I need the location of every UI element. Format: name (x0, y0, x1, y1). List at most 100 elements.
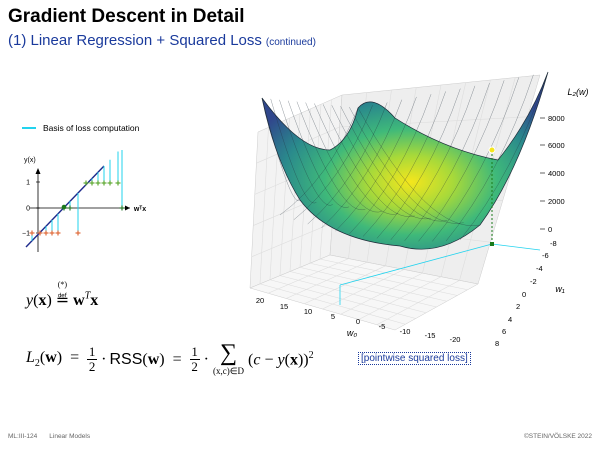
mini-plot-group: y(x) wᵀx 1 0 −1 (22, 150, 146, 252)
wall-grid (289, 113, 301, 272)
footer-chapter: Linear Models (49, 433, 91, 440)
subtitle-text: (1) Linear Regression + Squared Loss (8, 32, 262, 49)
wall-grid (348, 92, 368, 259)
floor-point (490, 242, 494, 246)
w1-tick-label: 6 (502, 327, 506, 336)
w0-tick-label: -5 (379, 322, 386, 331)
model-star: (*) (57, 280, 68, 289)
footer-copyright: ©STEIN/VÖLSKE 2022 (523, 433, 592, 440)
w1-axis-label: w₁ (555, 284, 564, 294)
w1-tick-label: -8 (550, 239, 557, 248)
surface-mesh (305, 102, 382, 213)
w0-axis-label: w₀ (347, 328, 357, 338)
wall-grid (299, 108, 311, 268)
z-tick-label: 4000 (548, 169, 565, 178)
wall-grid (459, 77, 516, 281)
legend-swatch (22, 127, 36, 129)
floor-grid (269, 279, 416, 319)
sum-body: (c − y(x))2 (248, 349, 314, 369)
surface-mesh (376, 88, 461, 239)
slide-subtitle: (1) Linear Regression + Squared Loss (con… (8, 32, 316, 49)
surface-mesh (446, 74, 534, 242)
surface-mesh (418, 80, 505, 242)
surface-mesh (331, 105, 431, 220)
wall-grid (256, 126, 340, 164)
w0-tick-label: -20 (450, 335, 461, 344)
surface-mesh (390, 85, 476, 240)
sum-operator: ∑ (x,c)∈D (212, 340, 245, 376)
pointwise-loss-note: [pointwise squared loss] (358, 352, 471, 365)
wall-grid (366, 89, 392, 263)
floor (249, 254, 479, 331)
wall-grid (339, 116, 528, 128)
mini-ytick-label: −1 (22, 231, 30, 238)
surface-mesh (261, 97, 301, 201)
surface-mesh (459, 71, 549, 241)
surface-mesh (321, 99, 403, 228)
mini-origin-point (61, 204, 67, 210)
slide-title: Gradient Descent in Detail (8, 6, 245, 27)
mini-x-arrow (125, 205, 130, 211)
surface-mesh (307, 102, 388, 225)
wall-grid (334, 190, 503, 201)
surface-mesh (288, 100, 350, 208)
floor-grid (299, 267, 447, 302)
surface-mesh (296, 101, 366, 211)
w1-tick-label: -4 (536, 264, 543, 273)
wall-grid (319, 99, 332, 260)
mini-ytick-label: 0 (26, 206, 30, 213)
w0-tick-label: 5 (331, 312, 335, 321)
model-equation: y(x) ≝ (*) wTx (26, 280, 99, 309)
wall-grid (403, 84, 442, 270)
surface-mesh (349, 94, 432, 235)
floor-grid (289, 271, 437, 308)
mini-ylabel: y(x) (24, 157, 36, 164)
legend: Basis of loss computation (22, 123, 139, 133)
wall-grid (309, 104, 322, 264)
w1-tick-label: 0 (522, 290, 526, 299)
w0-tick-label: -15 (425, 331, 436, 340)
floor-grid (286, 261, 368, 299)
w0-tick-label: 0 (356, 317, 360, 326)
mini-regression-line (25, 165, 105, 248)
wall-right (329, 74, 541, 285)
surface-mesh (322, 104, 415, 217)
mini-xlabel: wᵀx (133, 206, 146, 213)
mini-y-arrow (35, 168, 41, 174)
wall-grid (385, 87, 417, 266)
w1-tick-label: 4 (508, 315, 512, 324)
footer-course: ML:III-124 (8, 433, 38, 440)
loss-surface (261, 71, 549, 250)
surface-mesh (279, 99, 333, 206)
wall-grid (269, 122, 280, 280)
wall-grid (279, 118, 290, 276)
surface-mesh (404, 83, 490, 241)
w1-tick-label: -6 (542, 251, 549, 260)
legend-label: Basis of loss computation (43, 123, 140, 133)
mini-ytick-label: 1 (26, 180, 30, 187)
w0-tick-label: 10 (304, 307, 312, 316)
z-tick-label: 0 (548, 225, 552, 234)
surface-mesh (335, 96, 417, 232)
floor-grid (309, 262, 458, 296)
projection-line (491, 243, 541, 251)
wall-left (249, 94, 343, 289)
z-tick-label: 2000 (548, 197, 565, 206)
floor-grid (376, 280, 460, 326)
surface-mesh (357, 107, 481, 226)
floor-grid (268, 258, 349, 294)
w1-tick-label: 8 (495, 339, 499, 348)
wall-grid (251, 222, 333, 258)
w0-tick-label: 15 (280, 302, 288, 311)
floor-grid (319, 258, 468, 291)
surface-mesh (270, 98, 317, 204)
wall-grid (253, 190, 335, 226)
z-tick-label: 8000 (548, 114, 565, 123)
wall-grid (440, 79, 491, 277)
floor-grid (358, 276, 442, 320)
surface-mesh (349, 107, 464, 224)
w0-tick-label: -10 (400, 327, 411, 336)
